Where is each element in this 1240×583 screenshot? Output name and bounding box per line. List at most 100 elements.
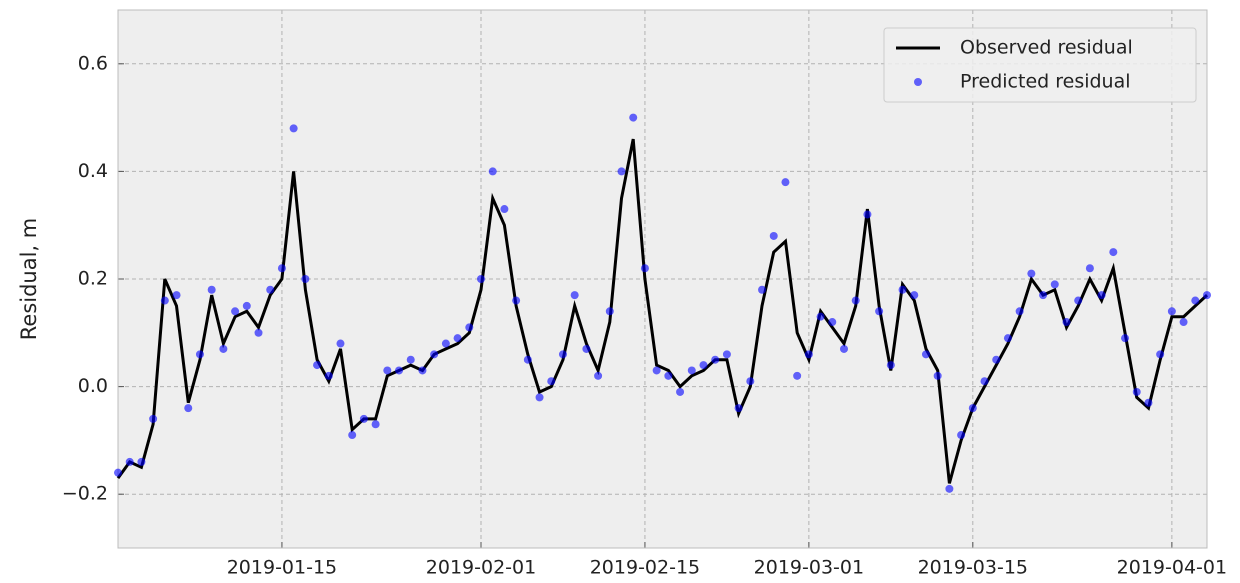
data-point — [1074, 296, 1083, 305]
data-point — [195, 350, 204, 359]
data-point — [395, 366, 404, 375]
data-point — [746, 377, 755, 386]
data-point — [406, 355, 415, 364]
data-point — [266, 285, 275, 294]
data-point — [676, 387, 685, 396]
data-point — [617, 167, 626, 176]
data-point — [1039, 291, 1048, 300]
data-point — [816, 312, 825, 321]
data-point — [289, 124, 298, 133]
data-point — [1179, 318, 1188, 327]
data-point — [980, 377, 989, 386]
data-point — [1109, 248, 1118, 257]
data-point — [1121, 334, 1130, 343]
data-point — [722, 350, 731, 359]
data-point — [652, 366, 661, 375]
data-point — [441, 339, 450, 348]
data-point — [711, 355, 720, 364]
data-point — [594, 371, 603, 380]
data-point — [254, 328, 263, 337]
data-point — [1050, 280, 1059, 289]
data-point — [840, 344, 848, 353]
plot-frame — [117, 9, 1208, 549]
data-point — [1203, 291, 1211, 300]
data-point — [277, 264, 286, 273]
data-point — [418, 366, 427, 375]
data-point — [219, 344, 228, 353]
y-tick-label: 0.0 — [78, 375, 108, 397]
data-point — [558, 350, 567, 359]
data-point — [336, 339, 345, 348]
data-point — [863, 210, 872, 219]
data-point — [488, 167, 497, 176]
legend: Observed residual Predicted residual — [883, 27, 1197, 103]
data-point — [781, 178, 790, 187]
data-point — [968, 404, 977, 413]
data-point — [359, 414, 368, 423]
x-tick-label: 2019-04-01 — [1117, 557, 1227, 579]
data-line — [116, 138, 1209, 484]
data-point — [828, 318, 837, 327]
data-point — [1144, 398, 1153, 407]
data-point — [769, 231, 778, 240]
data-point — [1003, 334, 1012, 343]
data-point — [371, 420, 380, 429]
data-point — [383, 366, 392, 375]
data-point — [886, 361, 895, 370]
data-point — [1027, 269, 1036, 278]
data-point — [348, 431, 357, 440]
data-point — [734, 404, 743, 413]
data-point — [582, 344, 591, 353]
y-tick-label: 0.6 — [78, 52, 108, 74]
data-point — [687, 366, 696, 375]
data-point — [231, 307, 240, 316]
data-point — [313, 361, 322, 370]
x-tick-label: 2019-03-15 — [918, 557, 1028, 579]
y-tick-label: −0.2 — [62, 483, 108, 505]
data-point — [114, 468, 122, 477]
data-point — [804, 350, 813, 359]
data-point — [957, 431, 966, 440]
legend-swatch — [914, 78, 922, 86]
data-point — [125, 457, 134, 466]
data-point — [512, 296, 521, 305]
data-point — [324, 371, 333, 380]
data-point — [921, 350, 930, 359]
y-axis-label: Residual, m — [17, 218, 41, 341]
data-point — [137, 457, 146, 466]
y-tick-label: 0.2 — [78, 268, 108, 290]
data-point — [992, 355, 1001, 364]
data-point — [758, 285, 767, 294]
data-point — [172, 291, 181, 300]
data-point — [640, 264, 649, 273]
data-point — [242, 301, 251, 310]
data-point — [523, 355, 532, 364]
legend-label: Observed residual — [960, 37, 1133, 59]
data-point — [207, 285, 216, 294]
data-point — [500, 205, 509, 214]
legend-box — [883, 27, 1197, 103]
x-tick-label: 2019-01-15 — [227, 557, 337, 579]
data-point — [875, 307, 884, 316]
data-point — [793, 371, 802, 380]
data-point — [1062, 318, 1071, 327]
data-point — [910, 291, 919, 300]
data-point — [570, 291, 579, 300]
data-point — [851, 296, 860, 305]
x-tick-label: 2019-03-01 — [754, 557, 864, 579]
x-tick-label: 2019-02-01 — [426, 557, 536, 579]
data-point — [1097, 291, 1106, 300]
data-point — [1191, 296, 1200, 305]
data-point — [1167, 307, 1176, 316]
data-point — [605, 307, 614, 316]
data-point — [933, 371, 942, 380]
data-point — [149, 414, 158, 423]
data-point — [1156, 350, 1165, 359]
data-point — [547, 377, 556, 386]
data-point — [1132, 387, 1141, 396]
data-point — [664, 371, 673, 380]
data-point — [629, 113, 638, 122]
y-tick-label: 0.4 — [78, 160, 108, 182]
data-point — [453, 334, 462, 343]
